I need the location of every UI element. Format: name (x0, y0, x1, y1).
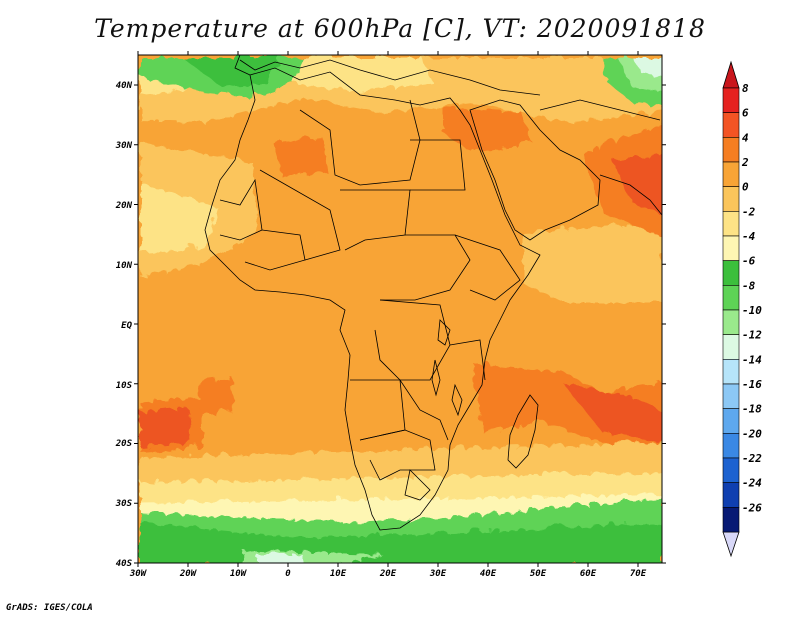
lat-label: 30S (115, 499, 133, 509)
colorbar-bottom-arrow (722, 531, 740, 558)
colorbar-labels: 8 6 4 2 0 -2 -4 -6 -8 -10 -12 -14 -16 -18 -20 -22 -24 -26 (741, 82, 762, 514)
lon-label: 40E (480, 569, 497, 579)
footer-credit: GrADS: IGES/COLA (6, 603, 93, 613)
colorbar-label: -6 (742, 255, 756, 268)
lat-label: 10S (116, 381, 133, 391)
lon-label: 30E (429, 569, 447, 579)
colorbar-label: 6 (742, 107, 749, 120)
colorbar (722, 60, 740, 558)
colorbar-swatch (722, 309, 740, 335)
lat-label: 20S (115, 439, 133, 449)
lat-label: 20N (115, 201, 133, 211)
colorbar-swatch (722, 285, 740, 311)
colorbar-label: -24 (742, 477, 762, 490)
lat-label: 10N (116, 261, 133, 271)
colorbar-swatch (722, 137, 740, 163)
colorbar-swatch (722, 383, 740, 409)
lat-label: 40N (116, 81, 133, 91)
colorbar-swatch (722, 359, 740, 385)
lon-label: 10W (230, 569, 248, 579)
colorbar-top-arrow (722, 60, 740, 89)
lat-label: EQ (121, 321, 132, 331)
colorbar-label: -14 (742, 353, 762, 366)
axis-ticks (134, 51, 666, 567)
lon-label: 30W (129, 569, 148, 579)
lon-labels: 30W 20W 10W 0 10E 20E 30E 40E 50E 60E 70… (129, 569, 647, 579)
colorbar-label: -26 (742, 501, 762, 514)
colorbar-label: -20 (742, 427, 762, 440)
colorbar-swatch (722, 457, 740, 483)
colorbar-label: 2 (741, 156, 749, 169)
lon-label: 0 (285, 569, 291, 579)
colorbar-label: -18 (742, 403, 762, 416)
lon-label: 10E (330, 569, 347, 579)
colorbar-label: -10 (742, 304, 762, 317)
colorbar-swatch (722, 260, 740, 286)
colorbar-swatch (722, 87, 740, 113)
lon-label: 50E (530, 569, 547, 579)
colorbar-swatch (722, 112, 740, 138)
colorbar-label: -22 (742, 452, 762, 465)
colorbar-swatch (722, 482, 740, 508)
colorbar-label: 8 (742, 82, 749, 95)
lon-label: 20W (179, 569, 198, 579)
colorbar-swatch (722, 433, 740, 459)
map-title: Temperature at 600hPa [C], VT: 202009181… (94, 14, 706, 43)
map-frame (137, 54, 663, 564)
colorbar-swatch (722, 211, 740, 237)
colorbar-label: 0 (742, 181, 749, 194)
lat-label: 30N (115, 141, 133, 151)
lon-label: 70E (630, 569, 647, 579)
colorbar-swatch (722, 161, 740, 187)
lat-labels: 40N 30N 20N 10N EQ 10S 20S 30S 40S (115, 81, 133, 569)
lon-label: 20E (379, 569, 397, 579)
colorbar-label: 4 (742, 131, 749, 144)
lon-label: 60E (580, 569, 597, 579)
colorbar-label: -4 (742, 230, 756, 243)
colorbar-swatch (722, 507, 740, 533)
colorbar-label: -2 (742, 205, 756, 218)
colorbar-label: -8 (742, 279, 756, 292)
lat-label: 40S (116, 559, 133, 569)
colorbar-label: -12 (742, 329, 762, 342)
colorbar-swatch (722, 408, 740, 434)
colorbar-swatch (722, 334, 740, 360)
temperature-field (138, 55, 662, 563)
colorbar-swatch (722, 186, 740, 212)
colorbar-label: -16 (742, 378, 762, 391)
country-borders (204, 55, 662, 531)
colorbar-swatch (722, 235, 740, 261)
